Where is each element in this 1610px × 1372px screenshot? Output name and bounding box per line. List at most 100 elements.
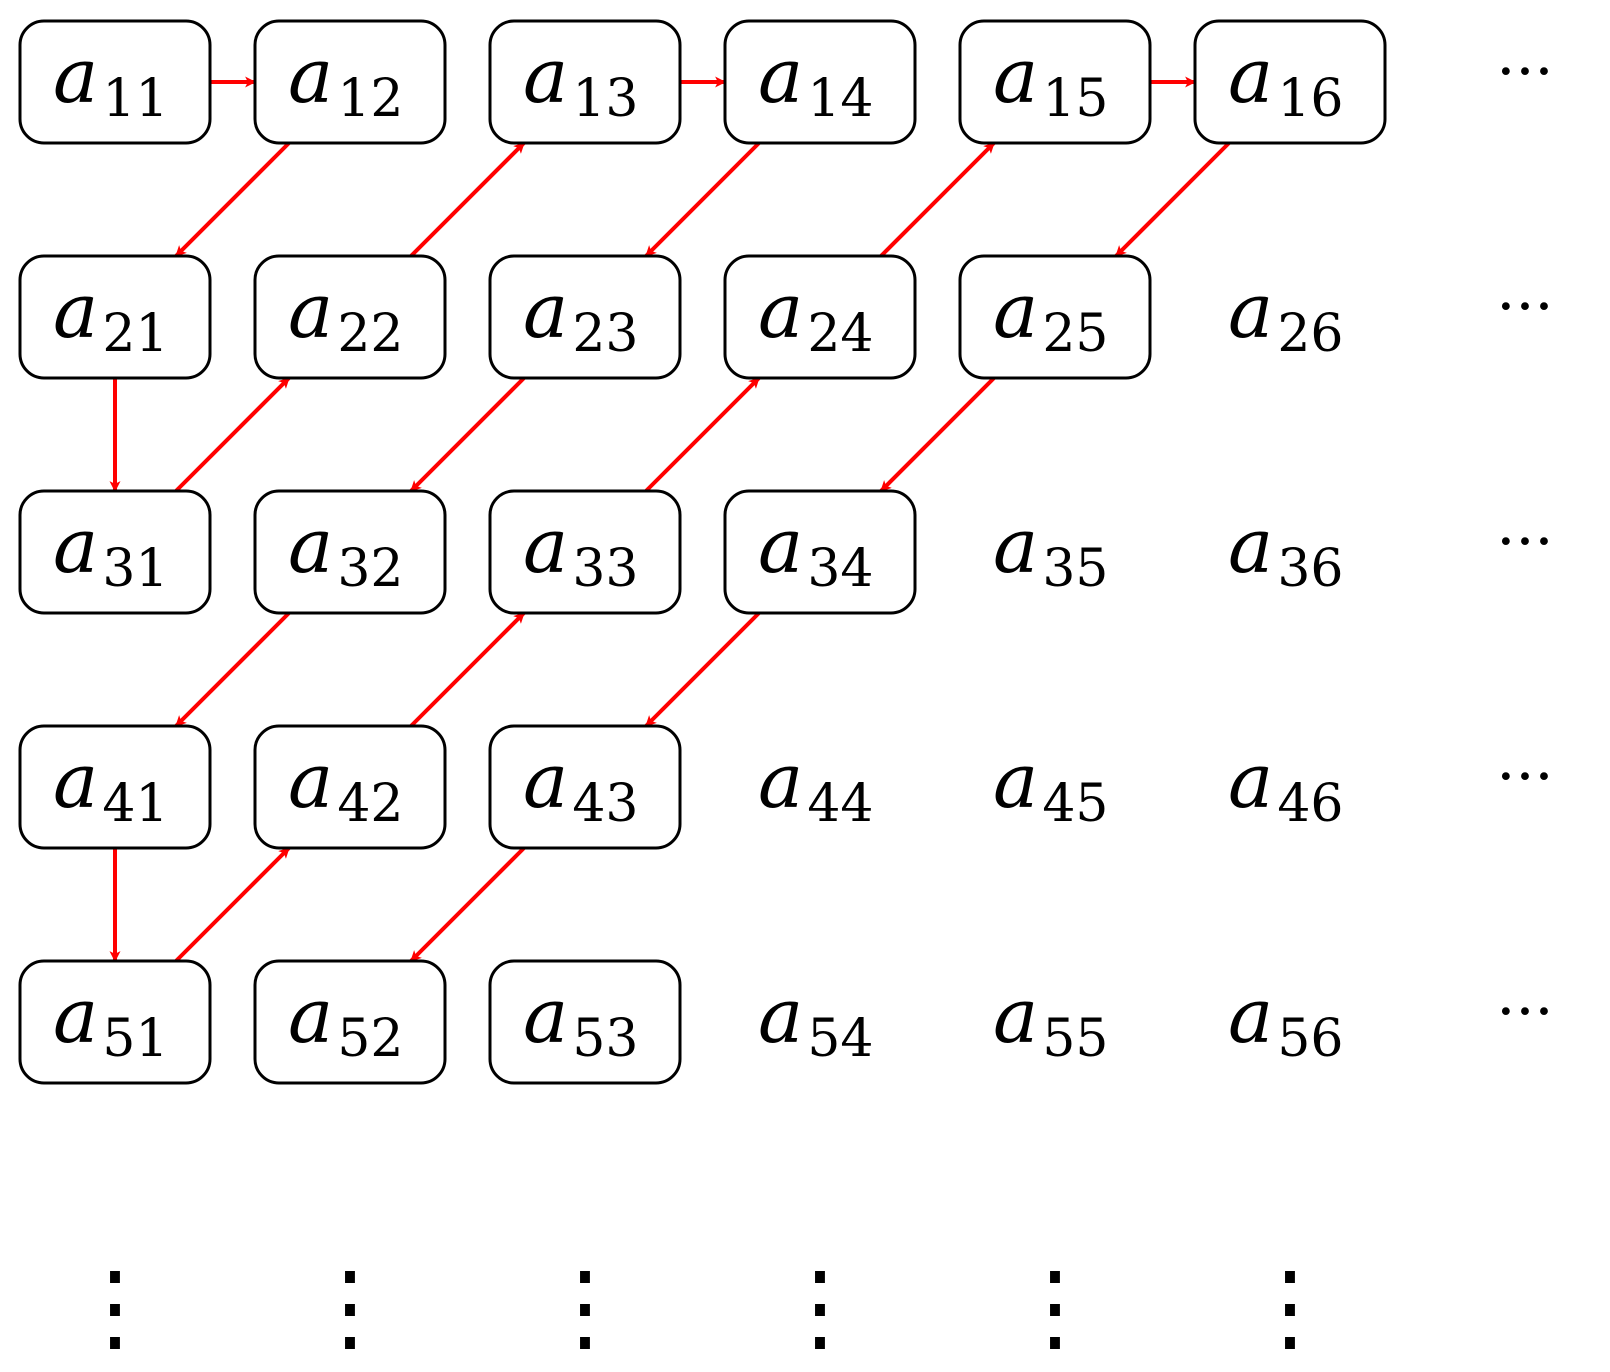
cell-a12: a12 [253,19,447,145]
cell-a21: a21 [18,254,212,380]
cell-a46: a46 [1228,736,1343,834]
variable-symbol: a [993,736,1038,825]
cell-a35: a35 [993,501,1108,599]
cell-label: a52 [288,971,403,1069]
subscript: 52 [337,1009,403,1069]
subscript: 12 [337,69,403,129]
cell-label: a54 [758,971,873,1069]
subscript: 43 [572,774,638,834]
continuation-dots: ··· ··· ··· ··· ··· ⋮ ⋮ ⋮ ⋮ ⋮ ⋮ [67,37,1554,1363]
variable-symbol: a [993,31,1038,120]
subscript: 51 [102,1009,168,1069]
cell-box [18,254,212,380]
cell-a33: a33 [488,489,682,615]
column-continuation: ⋮ [537,1251,633,1363]
cell-a55: a55 [993,971,1108,1069]
cell-label: a33 [523,501,638,599]
variable-symbol: a [758,736,803,825]
variable-symbol: a [758,501,803,590]
cell-box [488,959,682,1085]
cell-a13: a13 [488,19,682,145]
variable-symbol: a [523,31,568,120]
cell-label: a26 [1228,266,1343,364]
cell-label: a36 [1228,501,1343,599]
arrow-a31-to-a22 [174,376,291,493]
cell-a25: a25 [958,254,1152,380]
variable-symbol: a [288,501,333,590]
cell-label: a42 [288,736,403,834]
cell-label: a56 [1228,971,1343,1069]
subscript: 54 [807,1009,873,1069]
subscript: 26 [1277,304,1343,364]
cell-a53: a53 [488,959,682,1085]
cell-a24: a24 [723,254,917,380]
variable-symbol: a [523,266,568,355]
cell-label: a35 [993,501,1108,599]
variable-symbol: a [1228,31,1273,120]
row-continuation: ··· [1496,37,1553,107]
subscript: 21 [102,304,168,364]
cell-box [18,724,212,850]
cell-box [488,19,682,145]
row-continuation: ··· [1496,507,1553,577]
cell-label: a12 [288,31,403,129]
cell-label: a13 [523,31,638,129]
subscript: 46 [1277,774,1343,834]
subscript: 14 [807,69,873,129]
cell-label: a21 [53,266,168,364]
arrow-a24-to-a15 [879,141,996,258]
cell-label: a45 [993,736,1108,834]
variable-symbol: a [523,971,568,1060]
variable-symbol: a [288,266,333,355]
cell-label: a25 [993,266,1108,364]
cell-a16: a16 [1193,19,1387,145]
subscript: 42 [337,774,403,834]
cell-a44: a44 [758,736,873,834]
arrow-a23-to-a32 [409,376,526,493]
cell-a26: a26 [1228,266,1343,364]
column-continuation: ⋮ [1007,1251,1103,1363]
variable-symbol: a [758,266,803,355]
cell-label: a44 [758,736,873,834]
cell-box [958,254,1152,380]
cell-label: a24 [758,266,873,364]
cell-label: a55 [993,971,1108,1069]
variable-symbol: a [53,266,98,355]
subscript: 34 [807,539,873,599]
arrow-a12-to-a21 [174,141,291,258]
row-continuation: ··· [1496,272,1553,342]
arrow-a51-to-a42 [174,846,291,963]
cell-a41: a41 [18,724,212,850]
cell-box [958,19,1152,145]
subscript: 56 [1277,1009,1343,1069]
variable-symbol: a [53,971,98,1060]
cell-label: a11 [53,31,168,129]
cell-label: a22 [288,266,403,364]
variable-symbol: a [53,736,98,825]
variable-symbol: a [288,971,333,1060]
variable-symbol: a [1228,501,1273,590]
cell-label: a16 [1228,31,1343,129]
column-continuation: ⋮ [67,1251,163,1363]
variable-symbol: a [523,736,568,825]
arrow-a34-to-a43 [644,611,761,728]
cell-a31: a31 [18,489,212,615]
cell-box [488,489,682,615]
variable-symbol: a [288,736,333,825]
cell-box [723,489,917,615]
cell-a36: a36 [1228,501,1343,599]
cell-box [723,254,917,380]
cell-box [253,19,447,145]
variable-symbol: a [1228,736,1273,825]
cell-a43: a43 [488,724,682,850]
cell-box [253,489,447,615]
row-continuation: ··· [1496,977,1553,1047]
cell-a14: a14 [723,19,917,145]
cell-box [18,489,212,615]
cell-box [1193,19,1387,145]
variable-symbol: a [758,31,803,120]
subscript: 13 [572,69,638,129]
variable-symbol: a [1228,971,1273,1060]
